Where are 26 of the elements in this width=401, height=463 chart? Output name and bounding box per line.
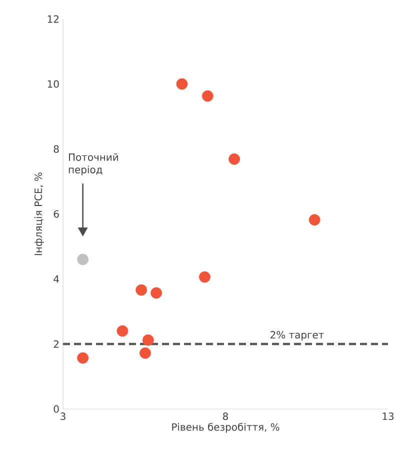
point (202, 90, 214, 102)
point (228, 153, 240, 165)
point (176, 78, 188, 90)
y-tick-label: 4 (54, 275, 59, 283)
point (136, 284, 148, 296)
y-tick-label: 12 (48, 15, 58, 23)
point (140, 347, 151, 359)
x-axis-title: Рівень безробіття, % (172, 422, 280, 433)
y-tick-label: 10 (48, 80, 59, 88)
x-tick-label: 13 (382, 412, 394, 420)
y-tick-label: 6 (54, 210, 59, 218)
point (77, 254, 89, 266)
x-tick-label: 8 (223, 412, 228, 420)
y-tick-label: 0 (54, 405, 59, 413)
point (150, 287, 162, 299)
ref-line-label: 2% таргет (270, 331, 324, 340)
x-tick-label: 3 (60, 412, 66, 420)
point (116, 325, 128, 337)
point (77, 352, 89, 364)
y-axis-title: Інфляція PCE, % (34, 172, 44, 256)
y-tick-label: 8 (54, 145, 59, 153)
point (142, 334, 154, 346)
y-tick-label: 2 (54, 340, 58, 348)
annotation: Поточний період (68, 153, 118, 176)
point (308, 214, 320, 226)
point (199, 271, 210, 283)
